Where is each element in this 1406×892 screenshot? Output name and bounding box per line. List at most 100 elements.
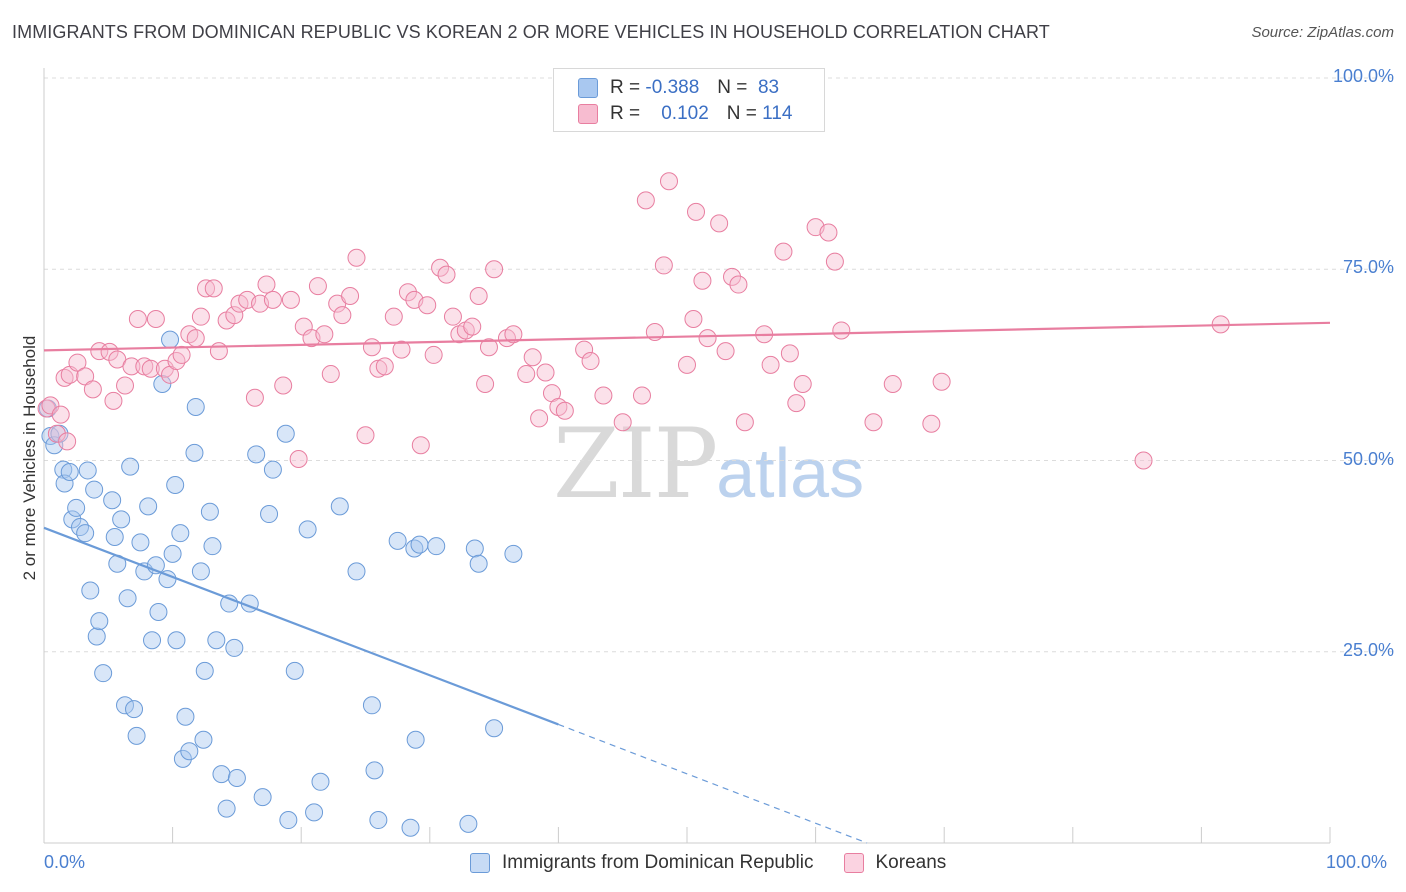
chart-source: Source: ZipAtlas.com xyxy=(1251,24,1394,41)
point-korean xyxy=(58,432,77,451)
point-dominican xyxy=(285,661,304,680)
point-korean xyxy=(418,296,437,315)
point-dominican xyxy=(200,502,219,521)
point-dominican xyxy=(311,772,330,791)
point-korean xyxy=(172,345,191,364)
stats-n-label: N = xyxy=(717,77,748,98)
point-dominican xyxy=(469,554,488,573)
legend-item-dominican[interactable]: Immigrants from Dominican Republic xyxy=(470,852,814,874)
point-korean xyxy=(825,252,844,271)
point-korean xyxy=(308,277,327,296)
point-dominican xyxy=(330,497,349,516)
point-korean xyxy=(90,342,109,361)
point-korean xyxy=(209,342,228,361)
point-korean xyxy=(437,265,456,284)
point-dominican xyxy=(217,799,236,818)
point-korean xyxy=(469,287,488,306)
point-korean xyxy=(530,409,549,428)
point-dominican xyxy=(305,803,324,822)
point-korean xyxy=(83,380,102,399)
point-dominican xyxy=(121,457,140,476)
point-dominican xyxy=(207,631,226,650)
point-dominican xyxy=(87,627,106,646)
point-korean xyxy=(104,391,123,410)
point-dominican xyxy=(112,510,131,529)
stats-r-label: R = xyxy=(610,103,641,124)
point-korean xyxy=(167,352,186,371)
trend-lines xyxy=(43,321,1331,844)
point-korean xyxy=(654,256,673,275)
point-korean xyxy=(517,365,536,384)
legend-item-koreans[interactable]: Koreans xyxy=(843,852,946,874)
point-dominican xyxy=(225,638,244,657)
point-dominican xyxy=(60,462,79,481)
point-korean xyxy=(186,329,205,348)
point-korean xyxy=(463,317,482,336)
point-korean xyxy=(146,309,165,328)
point-korean xyxy=(347,248,366,267)
point-korean xyxy=(832,321,851,340)
point-korean xyxy=(780,344,799,363)
point-dominican xyxy=(90,612,109,631)
point-korean xyxy=(122,357,141,376)
point-korean xyxy=(932,372,951,391)
point-dominican xyxy=(171,524,190,543)
point-korean xyxy=(729,275,748,294)
point-korean xyxy=(55,368,74,387)
axes xyxy=(43,68,1331,844)
point-korean xyxy=(431,258,450,277)
point-dominican xyxy=(173,749,192,768)
trend-line-dominican xyxy=(43,526,559,726)
stats-row-dominican: R = -0.388 N = 83 xyxy=(578,76,779,100)
point-korean xyxy=(100,342,119,361)
point-korean xyxy=(632,386,651,405)
point-korean xyxy=(864,413,883,432)
point-dominican xyxy=(143,631,162,650)
point-korean xyxy=(523,348,542,367)
stats-row-koreans: R = 0.102 N = 114 xyxy=(578,102,792,126)
y-axis-label: 2 or more Vehicles in Household xyxy=(20,335,39,581)
point-dominican xyxy=(176,707,195,726)
point-dominican xyxy=(105,528,124,546)
stats-swatch-dominican xyxy=(578,78,598,98)
point-korean xyxy=(581,352,600,371)
trend-line-dominican-extension xyxy=(558,723,868,844)
legend-swatch-dominican xyxy=(470,853,490,873)
point-dominican xyxy=(279,811,298,830)
point-dominican xyxy=(76,524,95,543)
point-dominican xyxy=(459,814,478,833)
stats-r-label: R = xyxy=(610,77,641,98)
point-korean xyxy=(479,338,498,357)
point-korean xyxy=(289,449,308,468)
trend-line-koreans xyxy=(43,321,1331,352)
x-tick-min: 0.0% xyxy=(44,852,86,872)
point-dominican xyxy=(81,581,100,600)
point-dominican xyxy=(504,544,523,563)
point-korean xyxy=(225,306,244,325)
point-dominican xyxy=(212,765,231,784)
point-dominican xyxy=(247,445,266,464)
point-korean xyxy=(333,306,352,325)
point-korean xyxy=(1134,451,1153,470)
point-korean xyxy=(485,260,504,279)
point-dominican xyxy=(127,726,146,745)
stats-n-value: 114 xyxy=(762,103,793,124)
point-korean xyxy=(883,375,902,393)
point-korean xyxy=(341,287,360,306)
watermark-zip: ZIP xyxy=(553,408,718,520)
point-dominican xyxy=(131,533,150,552)
point-dominican xyxy=(153,375,172,393)
point-korean xyxy=(819,223,838,242)
y-tick-label: 25.0% xyxy=(1342,639,1394,660)
point-dominican xyxy=(149,602,168,621)
stats-n-label: N = xyxy=(726,103,757,124)
point-korean xyxy=(68,353,87,372)
point-dominican xyxy=(180,742,199,761)
point-korean xyxy=(787,394,806,413)
point-korean xyxy=(476,375,495,393)
y-tick-label: 75.0% xyxy=(1342,257,1394,278)
point-korean xyxy=(793,375,812,393)
point-korean xyxy=(684,309,703,328)
point-korean xyxy=(687,202,706,221)
